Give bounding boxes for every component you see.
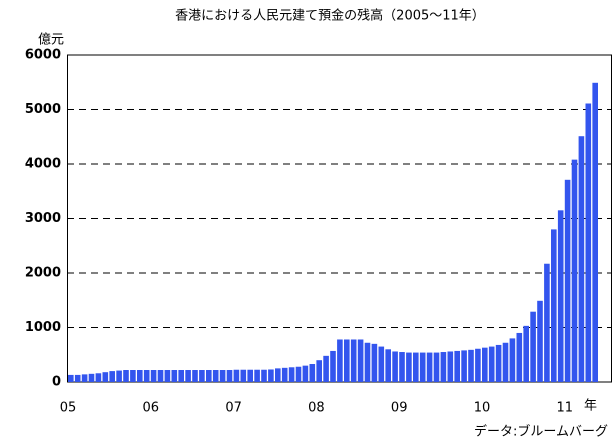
y-tick-label: 6000: [25, 48, 61, 63]
bar: [350, 339, 357, 382]
bar: [219, 370, 226, 382]
bar: [475, 348, 481, 382]
bar: [254, 369, 260, 382]
bar: [302, 365, 309, 382]
x-tick-label: 09: [391, 401, 408, 416]
bar: [399, 352, 405, 382]
bar: [81, 374, 88, 382]
bar: [392, 351, 398, 382]
bar: [385, 349, 391, 382]
bar: [88, 373, 95, 382]
x-tick-label: 05: [60, 401, 77, 416]
bar: [316, 360, 322, 382]
bar: [185, 370, 191, 382]
source: データ:ブルームバーグ: [474, 424, 608, 440]
bar: [454, 350, 460, 382]
bar: [592, 82, 598, 383]
bar: [261, 369, 267, 382]
bar: [309, 364, 316, 382]
bar: [323, 355, 329, 382]
chart-title: 香港における人民元建て預金の残高（2005～11年）: [175, 8, 485, 24]
bar: [495, 344, 502, 382]
bar: [516, 332, 523, 382]
bar: [530, 311, 536, 382]
bar: [68, 374, 74, 382]
y-tick-label: 3000: [25, 211, 61, 226]
bar: [488, 346, 495, 382]
y-tick-label: 5000: [25, 102, 61, 117]
bar: [247, 369, 253, 382]
bar: [123, 370, 129, 382]
bar: [440, 352, 447, 382]
bar: [268, 369, 274, 382]
bar: [357, 339, 364, 382]
bar: [523, 325, 529, 382]
bar: [143, 370, 150, 382]
bar: [461, 350, 467, 382]
x-tick-label: 06: [143, 401, 160, 416]
bar: [413, 352, 419, 382]
bar: [482, 347, 488, 382]
bar: [226, 370, 233, 382]
bar: [509, 338, 516, 382]
y-tick-label: 4000: [25, 157, 61, 172]
bar: [275, 368, 281, 382]
bar: [178, 370, 184, 382]
bar: [192, 370, 198, 382]
bar: [468, 349, 474, 382]
bar: [206, 370, 212, 382]
bar: [502, 342, 509, 382]
bar: [233, 369, 240, 382]
y-tick-label: 0: [52, 375, 61, 390]
bar: [130, 370, 136, 382]
bar: [95, 373, 102, 382]
bar: [364, 342, 371, 382]
bar: [585, 103, 592, 382]
bar: [371, 343, 378, 382]
bar: [74, 374, 81, 382]
bar: [426, 352, 433, 382]
bar: [102, 372, 109, 382]
bar: [288, 367, 295, 382]
bar: [571, 159, 578, 382]
bar: [337, 339, 343, 382]
bar: [137, 370, 143, 382]
x-tick-label: 08: [308, 401, 325, 416]
bar: [557, 210, 564, 382]
bar: [281, 367, 288, 382]
bar: [447, 351, 454, 382]
bar: [212, 370, 219, 382]
bar: [433, 352, 440, 382]
bar: [564, 179, 571, 382]
x-tick-label: 11: [557, 401, 574, 416]
x-tick-label: 10: [474, 401, 491, 416]
bar: [551, 229, 557, 382]
bar: [199, 370, 205, 382]
x-tick-label: 07: [225, 401, 242, 416]
y-tick-label: 2000: [25, 266, 61, 281]
bar: [378, 346, 385, 382]
bar: [330, 350, 336, 382]
bar: [109, 371, 115, 382]
bar: [116, 370, 122, 382]
bar: [544, 263, 550, 382]
bar: [537, 300, 543, 382]
bar: [406, 352, 412, 382]
bar: [419, 352, 426, 382]
bar: [171, 370, 178, 382]
bar: [240, 369, 247, 382]
bar: [578, 136, 585, 382]
bar: [295, 366, 302, 382]
bar: [150, 370, 157, 382]
bar: [164, 370, 171, 382]
bar: [344, 339, 350, 382]
bar: [157, 370, 164, 382]
y-tick-label: 1000: [25, 320, 61, 335]
x-unit: 年: [584, 399, 597, 414]
y-unit: 億元: [38, 32, 64, 48]
